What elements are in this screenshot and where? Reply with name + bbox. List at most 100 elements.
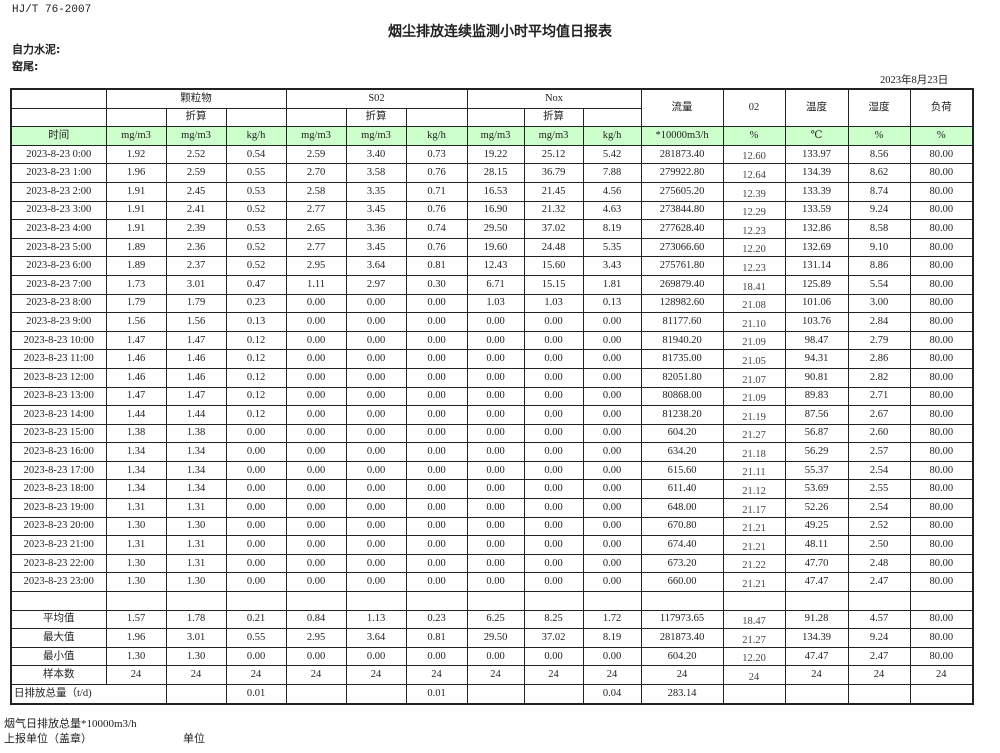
summary-row: 最小值 1.30 1.30 0.00 0.00 0.00 0.00 0.00 0.00 0.00 6… [10,646,974,667]
value-cell: 24 [909,665,974,685]
table-row: 2023-8-23 21:00 1.31 1.31 0.00 0.00 0.00 0.00 0… [10,535,974,555]
value-cell: 24 [722,665,786,685]
value-cell: 0.12 [225,386,287,407]
value-cell: 0.00 [466,479,525,500]
value-cell: 1.34 [165,460,227,481]
time-cell: 2023-8-23 17:00 [10,460,107,481]
value-cell: 0.00 [285,553,347,574]
daily-total-cell: 0.01 [405,683,468,705]
value-cell: 52.26 [784,498,849,518]
value-cell: 0.76 [405,163,468,183]
value-cell: 0.00 [345,460,407,481]
value-cell: 1.34 [105,460,167,481]
value-cell: 281873.40 [640,144,724,165]
value-cell: 16.90 [466,200,525,221]
daily-total-cell [909,683,974,705]
empty-cell [909,591,974,611]
value-cell: 634.20 [640,442,724,462]
value-cell: 2.48 [847,553,911,574]
value-cell: 80.00 [909,535,974,555]
header-blank [405,107,468,128]
value-cell: 128982.60 [640,293,724,314]
flue-gas-total-label: 烟气日排放总量*10000m3/h [4,717,137,730]
value-cell: 615.60 [640,460,724,481]
value-cell: 2.36 [165,237,227,258]
value-cell: 0.00 [466,572,525,593]
header-row-units: 时间 mg/m3 mg/m3 kg/h mg/m3 mg/m3 kg/h mg/m3 mg/m… [10,126,974,146]
value-cell: 24.48 [523,237,584,258]
daily-total-cell [847,683,911,705]
table-row: 2023-8-23 5:00 1.89 2.36 0.52 2.77 3.45 0.76 19… [10,237,974,258]
time-cell: 2023-8-23 2:00 [10,181,107,202]
value-cell: 0.84 [285,609,347,630]
value-cell: 87.56 [784,405,849,425]
value-cell: 0.00 [405,572,468,593]
value-cell: 80.00 [909,442,974,462]
value-cell: 275605.20 [640,181,724,202]
value-cell: 0.00 [345,330,407,351]
value-cell: 0.00 [405,479,468,500]
value-cell: 1.72 [582,609,642,630]
daily-total-cell [165,683,227,705]
value-cell: 0.00 [345,386,407,407]
value-cell: 21.09 [722,386,786,407]
summary-label: 平均值 [10,609,107,630]
value-cell: 0.00 [405,312,468,332]
value-cell: 0.00 [285,535,347,555]
value-cell: 0.00 [466,349,525,369]
value-cell: 5.54 [847,274,911,295]
value-cell: 4.57 [847,609,911,630]
table-row: 2023-8-23 8:00 1.79 1.79 0.23 0.00 0.00 0.00 1.… [10,293,974,314]
value-cell: 0.55 [225,628,287,648]
value-cell: 0.00 [582,330,642,351]
value-cell: 0.00 [285,572,347,593]
value-cell: 8.25 [523,609,584,630]
summary-row: 平均值 1.57 1.78 0.21 0.84 1.13 0.23 6.25 8.25 1.72 1… [10,609,974,630]
value-cell: 0.81 [405,256,468,276]
value-cell: 0.00 [345,367,407,388]
value-cell: 117973.65 [640,609,724,630]
daily-total-cell [466,683,525,705]
empty-cell [847,591,911,611]
unit-cell: mg/m3 [105,126,167,146]
value-cell: 1.44 [165,405,227,425]
time-cell: 2023-8-23 7:00 [10,274,107,295]
table-row: 2023-8-23 3:00 1.91 2.41 0.52 2.77 3.45 0.76 16… [10,200,974,221]
value-cell: 89.83 [784,386,849,407]
value-cell: 80.00 [909,628,974,648]
table-row: 2023-8-23 13:00 1.47 1.47 0.12 0.00 0.00 0.00 0… [10,386,974,407]
header-humidity: 湿度 [847,88,911,128]
value-cell: 1.91 [105,219,167,239]
value-cell: 0.00 [225,479,287,500]
empty-cell [285,591,347,611]
value-cell: 8.19 [582,628,642,648]
summary-row: 样本数 24 24 24 24 24 24 24 24 24 24 24 24 24 24 [10,665,974,685]
value-cell: 24 [105,665,167,685]
value-cell: 49.25 [784,516,849,537]
value-cell: 0.00 [582,516,642,537]
empty-cell [345,591,407,611]
value-cell: 273066.60 [640,237,724,258]
value-cell: 1.30 [105,553,167,574]
unit-cell: kg/h [405,126,468,146]
time-cell: 2023-8-23 19:00 [10,498,107,518]
value-cell: 1.91 [105,181,167,202]
value-cell: 1.57 [105,609,167,630]
value-cell: 80.00 [909,460,974,481]
value-cell: 133.39 [784,181,849,202]
daily-total-cell [345,683,407,705]
value-cell: 2.59 [165,163,227,183]
value-cell: 12.60 [722,144,786,165]
value-cell: 21.18 [722,442,786,462]
value-cell: 1.34 [165,479,227,500]
value-cell: 1.47 [105,386,167,407]
value-cell: 6.71 [466,274,525,295]
value-cell: 0.00 [523,498,584,518]
value-cell: 0.00 [466,646,525,667]
unit-cell: mg/m3 [345,126,407,146]
value-cell: 80.00 [909,293,974,314]
value-cell: 19.60 [466,237,525,258]
value-cell: 0.00 [405,535,468,555]
value-cell: 21.17 [722,498,786,518]
value-cell: 0.13 [225,312,287,332]
